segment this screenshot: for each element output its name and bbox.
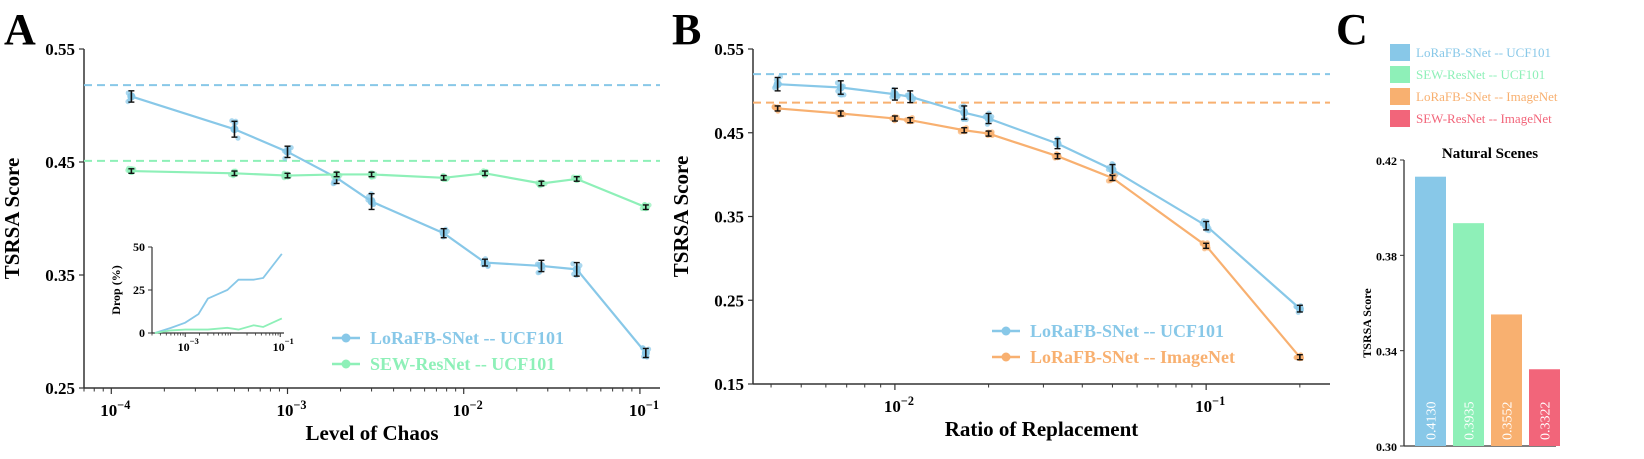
- panel-label-a: A: [4, 5, 36, 54]
- bar-value-label: 0.3935: [1463, 402, 1478, 441]
- bar: [1453, 223, 1484, 446]
- panel-label-b: B: [672, 5, 701, 54]
- legend-swatch: [1390, 66, 1410, 83]
- bar-value-label: 0.3322: [1539, 402, 1554, 441]
- x-axis-title: Level of Chaos: [306, 421, 439, 445]
- legend-label: SEW-ResNet -- ImageNet: [1416, 111, 1552, 126]
- bar-value-label: 0.4130: [1425, 402, 1440, 441]
- legend-swatch: [1390, 44, 1410, 61]
- legend-swatch: [1390, 110, 1410, 127]
- bar: [1491, 314, 1522, 446]
- x-tick-label: 10−2: [453, 398, 483, 420]
- legend-label: LoRaFB-SNet -- UCF101: [370, 328, 564, 348]
- panel-A: 0.25 0.35 0.45 0.55 10−4 10−3 10−2 10−1 Level of…: [0, 40, 660, 445]
- inset-y-tick-label: 0: [139, 326, 145, 340]
- inset-line-blue: [154, 253, 283, 334]
- y-axis-title: TSRSA Score: [0, 158, 24, 280]
- legend-marker: [341, 333, 351, 343]
- y-tick-label: 0.42: [1376, 154, 1397, 168]
- legend-label: LoRaFB-SNet -- UCF101: [1416, 45, 1551, 60]
- legend-label: SEW-ResNet -- UCF101: [1416, 67, 1545, 82]
- legend-marker: [1001, 352, 1011, 362]
- legend-label: SEW-ResNet -- UCF101: [370, 354, 555, 374]
- legend-label: LoRaFB-SNet -- UCF101: [1030, 321, 1224, 341]
- y-tick-label: 0.25: [714, 291, 744, 310]
- x-tick-label: 10−2: [884, 394, 914, 416]
- y-tick-label: 0.35: [714, 208, 744, 227]
- inset-x-tick-label: 10−1: [273, 336, 294, 354]
- inset-y-tick-label: 50: [133, 240, 145, 254]
- legend-swatch: [1390, 88, 1410, 105]
- inset-x-tick-label: 10−3: [178, 336, 200, 354]
- legend-marker: [1001, 326, 1011, 336]
- series-line-blue: [777, 83, 1301, 310]
- seed-point: [535, 270, 541, 276]
- y-axis-title: TSRSA Score: [669, 156, 693, 278]
- y-axis-title: TSRSA Score: [1360, 288, 1374, 358]
- legend-label: LoRaFB-SNet -- ImageNet: [1030, 347, 1235, 367]
- series-line-blue: [131, 95, 647, 354]
- inset-y-tick-label: 25: [133, 283, 145, 297]
- seed-point: [235, 135, 241, 141]
- legend-marker: [341, 359, 351, 369]
- y-tick-label: 0.30: [1376, 440, 1397, 454]
- y-tick-label: 0.38: [1376, 249, 1397, 263]
- inset: 0 25 50 10−3 10−1 Drop (%): [109, 240, 294, 354]
- series-line-green: [131, 169, 647, 209]
- chart-title: Natural Scenes: [1442, 146, 1538, 162]
- x-tick-label: 10−3: [276, 398, 306, 420]
- x-axis-title: Ratio of Replacement: [945, 417, 1139, 441]
- panel-B: 0.15 0.25 0.35 0.45 0.55 10−2 10−1 Ratio of Rep…: [669, 40, 1330, 441]
- bar: [1529, 369, 1560, 446]
- x-tick-label: 10−1: [629, 398, 659, 420]
- inset-line-green: [154, 317, 283, 334]
- series-line-orange: [777, 107, 1301, 358]
- seed-point: [282, 155, 288, 162]
- panel-label-c: C: [1336, 5, 1368, 54]
- y-tick-label: 0.45: [45, 153, 75, 172]
- legend-label: LoRaFB-SNet -- ImageNet: [1416, 89, 1558, 104]
- inset-y-title: Drop (%): [109, 265, 123, 314]
- x-tick-label: 10−1: [1195, 394, 1225, 416]
- bar-value-label: 0.3552: [1501, 402, 1516, 441]
- y-tick-label: 0.55: [714, 40, 744, 59]
- y-tick-label: 0.55: [45, 40, 75, 59]
- y-tick-label: 0.35: [45, 266, 75, 285]
- x-tick-label: 10−4: [100, 398, 130, 420]
- y-tick-label: 0.15: [714, 375, 744, 394]
- panel-C: LoRaFB-SNet -- UCF101 SEW-ResNet -- UCF10…: [1360, 44, 1560, 454]
- bar: [1415, 176, 1446, 446]
- y-tick-label: 0.25: [45, 379, 75, 398]
- y-tick-label: 0.45: [714, 124, 744, 143]
- y-tick-label: 0.34: [1376, 345, 1397, 359]
